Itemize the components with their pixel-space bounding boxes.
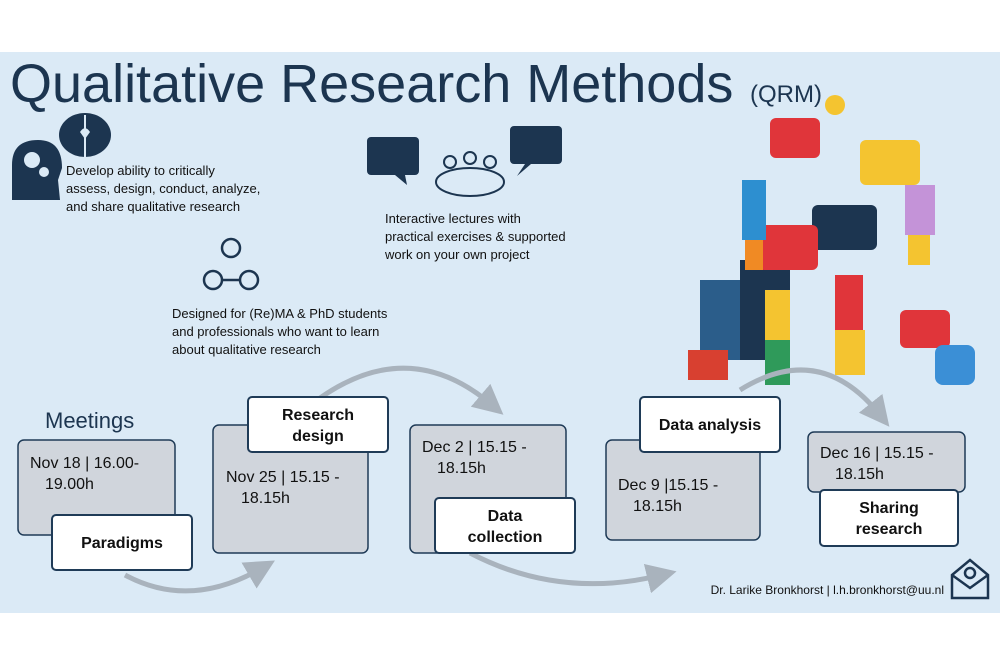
meeting-date: 18.15h <box>835 466 884 483</box>
meeting-label: Data analysis <box>659 417 761 434</box>
meeting-date: Nov 25 | 15.15 - <box>226 469 340 486</box>
feature-line: practical exercises & supported <box>385 229 566 244</box>
illustration <box>688 95 975 385</box>
icon-brain <box>59 113 111 157</box>
feature-line: Designed for (Re)MA & PhD students <box>172 306 388 321</box>
abbreviation: (QRM) <box>750 81 822 108</box>
arrow <box>468 550 677 594</box>
meeting-date: Dec 16 | 15.15 - <box>820 445 934 462</box>
meeting-label: Paradigms <box>81 535 163 552</box>
contact: Dr. Larike Bronkhorst | l.h.bronkhorst@u… <box>711 583 944 597</box>
meeting-label: collection <box>468 529 543 546</box>
meeting-label-box <box>434 497 576 554</box>
meeting-date: Nov 18 | 16.00- <box>30 455 139 472</box>
meeting-date: Dec 9 |15.15 - <box>618 477 718 494</box>
feature-line: and share qualitative research <box>66 199 240 214</box>
feature-line: Develop ability to critically <box>66 163 215 178</box>
meeting-label: research <box>856 521 923 538</box>
icon-mail <box>950 558 990 600</box>
feature-line: and professionals who want to learn <box>172 324 379 339</box>
meeting-date: 19.00h <box>45 476 94 493</box>
feature-line: about qualitative research <box>172 342 321 357</box>
icon-head <box>12 140 62 200</box>
title: Qualitative Research Methods <box>10 54 733 114</box>
icon-network <box>202 237 260 291</box>
feature-line: assess, design, conduct, analyze, <box>66 181 260 196</box>
meeting-label-box <box>819 489 959 547</box>
icon-discussion <box>367 126 562 197</box>
arrow <box>318 365 504 415</box>
arrow <box>738 367 890 427</box>
meeting-date: 18.15h <box>633 498 682 515</box>
meeting-date: Dec 2 | 15.15 - <box>422 439 527 456</box>
meeting-label-box <box>51 514 193 571</box>
meeting-label: Data <box>488 508 523 525</box>
meeting-card <box>807 431 966 493</box>
meeting-label: Sharing <box>859 500 919 517</box>
meeting-date: 18.15h <box>437 460 486 477</box>
meeting-label-box <box>247 396 389 453</box>
meeting-date: 18.15h <box>241 490 290 507</box>
meetings-heading: Meetings <box>45 408 134 433</box>
meeting-label-box <box>639 396 781 453</box>
meeting-label: Research <box>282 407 354 424</box>
feature-line: Interactive lectures with <box>385 211 521 226</box>
feature-line: work on your own project <box>384 247 530 262</box>
arrow <box>123 560 275 594</box>
meeting-label: design <box>292 428 344 445</box>
